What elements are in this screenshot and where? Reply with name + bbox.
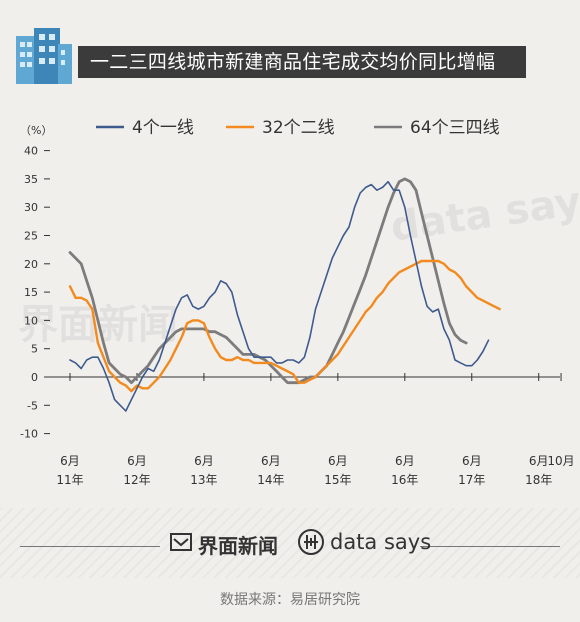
footer-brand-name: 界面新闻 [198,534,278,558]
series-line-2 [68,259,501,393]
x-tick-label-year: 15年 [324,473,351,487]
y-tick-label: 0 [31,371,38,384]
footer-divider-right [420,546,560,547]
y-tick-label: 25 [24,230,38,243]
series-line-1 [69,180,490,412]
x-tick-label-month: 6月 [60,454,80,468]
buildings-icon [16,28,72,84]
y-tick-label: 10 [24,314,38,327]
chart-title: 一二三四线城市新建商品住宅成交均价同比增幅 [90,51,496,73]
x-tick-label-year: 11年 [56,473,83,487]
x-tick-label-month: 6月 [395,454,415,468]
legend-label-3: 64个三四线 [410,118,500,138]
y-tick-label: 35 [24,173,38,186]
y-tick-label: 20 [24,258,38,271]
x-tick-label-month: 10月 [547,454,574,468]
x-tick-label-month: 6月 [328,454,348,468]
x-tick-label-year: 12年 [123,473,150,487]
y-tick-label: 15 [24,286,38,299]
x-tick-label-year: 18年 [525,473,552,487]
y-tick-label: -5 [27,399,38,412]
x-tick-label-month: 6月 [261,454,281,468]
x-tick-label-year: 14年 [257,473,284,487]
legend-label-1: 4个一线 [132,118,194,138]
y-tick-label: 30 [24,201,38,214]
legend-label-2: 32个二线 [262,118,335,138]
y-tick-label: 5 [31,343,38,356]
title-bar [78,46,526,78]
footer-divider-left [20,546,160,547]
footer-hatch-background [0,508,580,578]
datasays-logo-icon [298,529,324,555]
y-tick-label: 40 [24,145,38,158]
x-tick-label-month: 6月 [194,454,214,468]
x-tick-label-year: 16年 [391,473,418,487]
x-tick-label-month: 6月 [462,454,482,468]
y-tick-label: -10 [20,428,38,441]
x-tick-label-year: 13年 [190,473,217,487]
brand-logo-icon [170,533,192,551]
series-line-3 [68,177,468,385]
footer-datasays-label: data says [330,530,432,554]
y-axis-unit-label: （%） [20,124,52,137]
x-tick-label-month: 6月 [127,454,147,468]
data-source: 数据来源：易居研究院 [220,592,360,608]
x-tick-label-year: 17年 [458,473,485,487]
x-tick-label-month: 6月 [529,454,549,468]
